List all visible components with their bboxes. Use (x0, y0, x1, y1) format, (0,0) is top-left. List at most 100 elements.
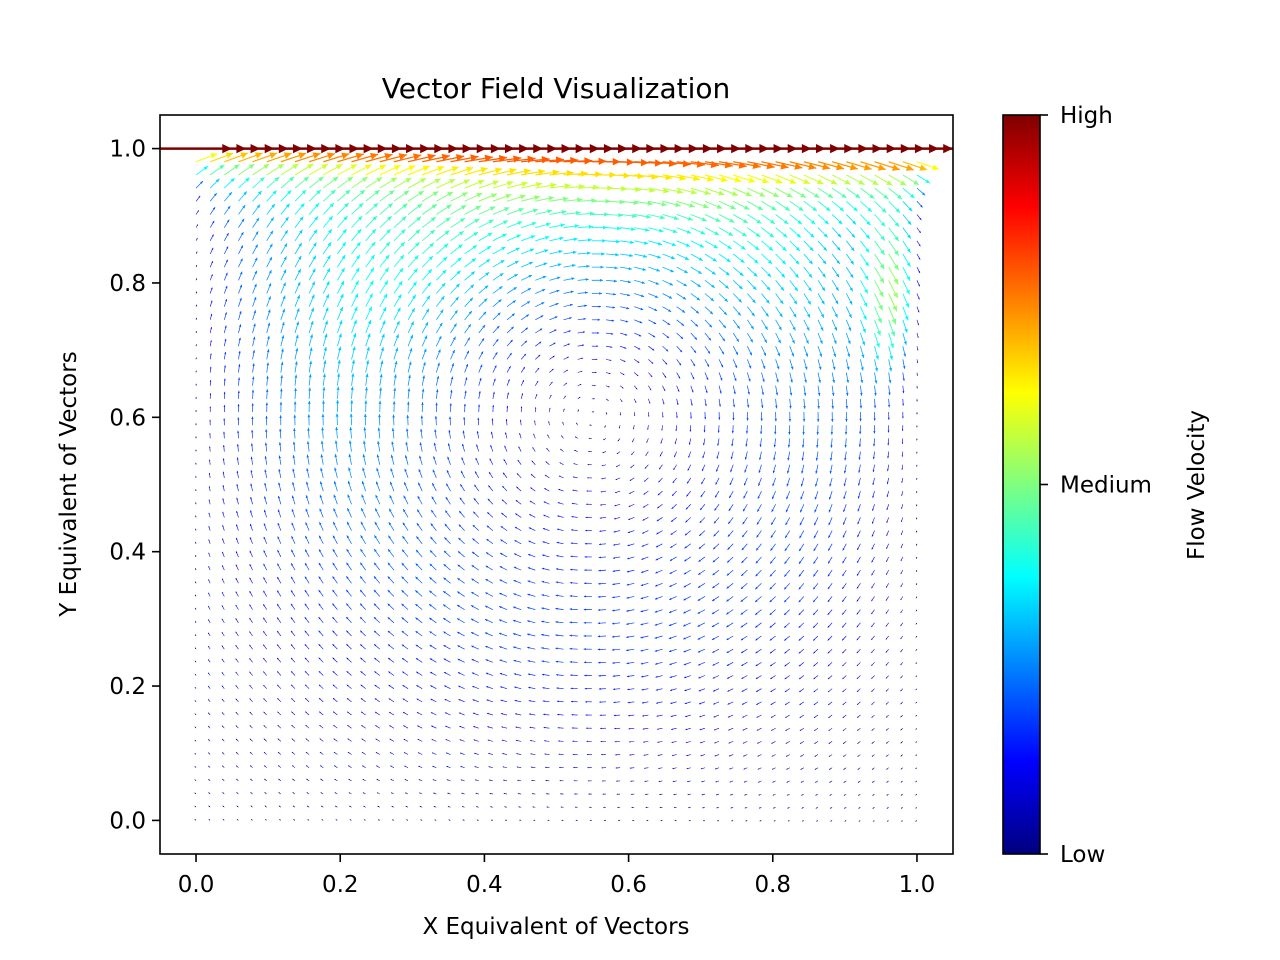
vector-arrow (319, 481, 324, 492)
vector-arrow (252, 270, 258, 281)
vector-arrow (351, 152, 379, 163)
vector-arrow (415, 657, 423, 663)
vector-arrow (373, 562, 381, 571)
vector-arrow (389, 752, 395, 755)
vector-arrow (250, 483, 253, 492)
vector-arrow (436, 335, 442, 347)
vector-arrow (435, 389, 439, 399)
vector-arrow (292, 805, 296, 808)
vector-arrow (209, 406, 211, 413)
vector-arrow (347, 751, 352, 755)
vector-arrow (436, 309, 444, 321)
vector-arrow (264, 805, 267, 808)
vector-arrow (375, 751, 380, 755)
vector-arrow (279, 415, 282, 426)
vector-arrow (393, 254, 405, 268)
vector-arrow (350, 400, 354, 413)
vector-arrow (379, 360, 384, 373)
vector-arrow (365, 215, 378, 228)
vector-arrow (238, 271, 243, 281)
vector-arrow (280, 189, 292, 202)
vector-arrow (337, 215, 348, 228)
vector-arrow (444, 698, 451, 703)
vector-arrow (195, 357, 197, 360)
colorbar-bar (1003, 115, 1040, 854)
vector-arrow (266, 256, 273, 268)
vector-arrow (222, 805, 225, 808)
vector-arrow (294, 347, 299, 360)
vector-arrow (332, 643, 338, 650)
vector-arrow (221, 752, 225, 755)
vector-arrow (237, 390, 240, 399)
vector-arrow (236, 457, 239, 465)
vector-arrow (207, 712, 211, 716)
vector-arrow (278, 455, 282, 465)
vector-arrow (388, 684, 395, 689)
vector-arrow (224, 177, 235, 189)
vector-arrow (349, 805, 352, 808)
vector-arrow (236, 497, 239, 505)
vector-arrow (308, 374, 312, 386)
vector-arrow (418, 765, 423, 768)
vector-arrow (348, 453, 352, 465)
vector-arrow (277, 536, 282, 544)
vector-arrow (393, 267, 404, 281)
vector-arrow (222, 525, 225, 531)
vector-arrow (387, 644, 395, 650)
vector-arrow (388, 521, 395, 531)
vector-arrow (445, 739, 451, 742)
vector-arrow (277, 765, 282, 768)
vector-arrow (194, 686, 197, 689)
vector-arrow (266, 269, 272, 281)
vector-arrow (209, 313, 213, 320)
vector-arrow (389, 738, 395, 742)
vector-arrow (407, 374, 411, 386)
vector-arrow (263, 604, 267, 610)
vector-arrow (401, 617, 409, 624)
vector-arrow (415, 617, 423, 624)
vector-arrow (321, 819, 324, 821)
vector-arrow (417, 738, 423, 742)
vector-arrow (250, 805, 253, 808)
vector-arrow (421, 229, 436, 242)
vector-arrow (308, 268, 316, 281)
vector-arrow (292, 441, 296, 452)
vector-arrow (250, 496, 253, 505)
vector-arrow (431, 752, 437, 755)
vector-arrow (420, 819, 423, 821)
vector-arrow (336, 346, 342, 360)
vector-arrow (361, 724, 366, 729)
vector-arrow (402, 535, 409, 544)
vector-arrow (387, 630, 395, 637)
vector-arrow (235, 725, 239, 729)
vector-arrow (349, 426, 353, 439)
vector-arrow (277, 698, 282, 703)
vector-arrow (238, 324, 242, 334)
vector-arrow (346, 548, 352, 558)
vector-arrow (208, 805, 211, 808)
vector-arrow (194, 818, 197, 821)
x-axis-label: X Equivalent of Vectors (422, 914, 689, 940)
vector-arrow (209, 459, 211, 465)
vector-arrow (194, 700, 197, 703)
vector-arrow (362, 467, 367, 479)
vector-arrow (207, 659, 211, 663)
vector-arrow (304, 630, 310, 637)
y-tick-label: 0.0 (109, 808, 146, 834)
vector-arrow (402, 671, 409, 676)
vector-arrow (293, 428, 296, 439)
vector-arrow (249, 523, 253, 531)
vector-arrow (235, 698, 239, 703)
vector-arrow (334, 440, 338, 452)
vector-arrow (351, 373, 355, 386)
vector-arrow (337, 241, 347, 255)
vector-arrow (359, 576, 366, 584)
vector-arrow (403, 738, 409, 742)
vector-arrow (332, 711, 338, 716)
vector-arrow (223, 378, 226, 386)
vector-arrow (237, 430, 240, 439)
vector-arrow (346, 535, 352, 544)
vector-arrow (379, 153, 408, 163)
vector-arrow (379, 387, 383, 399)
vector-arrow (428, 603, 437, 610)
